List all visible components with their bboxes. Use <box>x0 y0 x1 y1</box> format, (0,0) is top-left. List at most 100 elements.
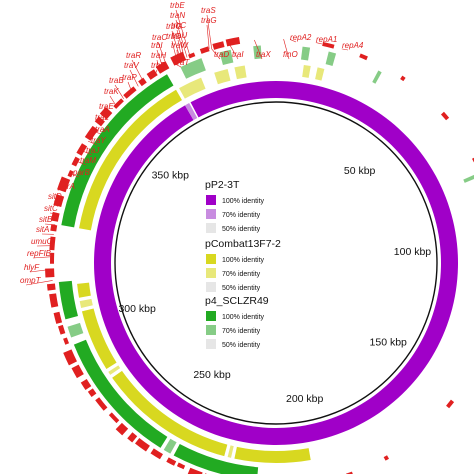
gene-annotation-block <box>53 311 63 324</box>
legend-swatch <box>206 268 216 278</box>
gene-label-trbI: trbI <box>151 41 163 50</box>
gene-leader-line <box>177 39 183 60</box>
gene-leader-line <box>228 43 239 60</box>
gene-annotation-block <box>94 116 105 127</box>
pP2-3T-ring-segment <box>185 103 198 121</box>
gene-annotation-block <box>225 37 241 47</box>
gene-leader-line <box>176 49 179 62</box>
legend-title-pP2-3T: pP2-3T <box>205 179 240 191</box>
gene-label-repFIB: repFIB <box>27 249 52 258</box>
gene-annotation-block <box>63 349 77 366</box>
pCombat13F7-2-segment <box>227 445 234 458</box>
gene-annotation-block <box>176 462 183 468</box>
gene-leader-line <box>315 42 323 45</box>
gene-annotation-block <box>63 337 70 345</box>
gene-annotation-block <box>135 437 150 452</box>
gene-annotation-block <box>80 378 92 391</box>
gene-leader-line <box>109 95 117 107</box>
gene-annotation-block <box>212 41 225 50</box>
gene-annotation-block <box>359 53 368 61</box>
gene-label-ompT: ompT <box>20 276 42 285</box>
gene-label-traL: traL <box>95 113 109 122</box>
gene-leader-line <box>206 24 210 50</box>
gene-label-traS: traS <box>201 6 216 15</box>
gene-label-parA: parA <box>57 182 75 191</box>
legend-item-label: 50% identity <box>222 285 261 292</box>
identity-rings <box>45 37 474 474</box>
gene-annotation-block <box>146 69 158 80</box>
gene-label-traV: traV <box>124 61 139 70</box>
gene-label-repA1: repA1 <box>316 35 337 44</box>
p4-SCLZR49-segment <box>219 49 234 65</box>
pCombat13F7-2-segment <box>234 446 311 464</box>
gene-label-trbG: trbG <box>166 22 182 31</box>
legend-title-p4_SCLZR49: p4_SCLZR49 <box>205 295 269 307</box>
gene-label-repA4: repA4 <box>342 41 364 50</box>
legend-item-label: 50% identity <box>222 342 261 349</box>
kbp-tick-label: 150 kbp <box>370 337 408 349</box>
pCombat13F7-2-segment <box>79 89 182 231</box>
gene-leader-line <box>104 110 108 117</box>
gene-leader-line <box>157 41 168 68</box>
kbp-tick-label: 350 kbp <box>152 169 190 181</box>
gene-label-traN: traN <box>170 11 185 20</box>
gene-annotation-block <box>71 156 80 167</box>
gene-leader-line <box>131 59 144 83</box>
kbp-tick-label: 100 kbp <box>394 246 432 258</box>
gene-label-sitB: sitB <box>39 215 53 224</box>
gene-leader-line <box>156 49 164 70</box>
gene-label-trbE: trbE <box>170 1 185 10</box>
p4-SCLZR49-segment <box>58 280 78 320</box>
gene-label-traW: traW <box>171 41 189 50</box>
gene-leader-line <box>341 48 349 51</box>
gene-annotation-block <box>76 143 88 156</box>
gene-annotation-block <box>346 471 353 474</box>
gene-label-sitA: sitA <box>36 225 49 234</box>
gene-label-traP: traP <box>122 73 137 82</box>
legend-title-pCombat13F7-2: pCombat13F7-2 <box>205 238 281 250</box>
pCombat13F7-2-segment <box>179 77 206 99</box>
gene-label-traU: traU <box>172 31 187 40</box>
gene-annotation-block <box>113 98 124 109</box>
gene-leader-line <box>171 40 178 63</box>
gene-label-traE: traE <box>99 102 114 111</box>
legend-swatch <box>206 209 216 219</box>
legend-swatch <box>206 282 216 292</box>
gene-label-traG: traG <box>201 16 217 25</box>
gene-label-sitD: sitD <box>48 192 62 201</box>
gene-leader-line <box>25 280 53 286</box>
gene-annotation-block <box>150 448 163 460</box>
p4-SCLZR49-segment <box>180 58 206 79</box>
gene-leader-line <box>289 39 297 43</box>
gene-annotation-block <box>53 194 65 208</box>
legend-group-pCombat13F7-2: pCombat13F7-2 100% identity 70% identity… <box>205 238 281 292</box>
gene-leader-line <box>53 200 61 203</box>
p4-SCLZR49-segment <box>463 174 474 183</box>
kbp-tick-label: 250 kbp <box>193 369 231 381</box>
gene-annotation-block <box>400 75 406 82</box>
pCombat13F7-2-segment <box>214 68 231 85</box>
gene-label-hlyF: hlyF <box>24 263 40 272</box>
gene-annotation-block <box>440 111 450 121</box>
legend-group-p4_SCLZR49: p4_SCLZR49 100% identity 70% identity 50… <box>205 295 269 349</box>
p4-SCLZR49-segment <box>372 70 382 84</box>
gene-label-traA: traA <box>95 125 110 134</box>
gene-annotation-block <box>188 52 196 59</box>
pCombat13F7-2-segment <box>81 308 117 369</box>
gene-annotation-block <box>49 293 59 308</box>
gene-annotation-block <box>322 41 335 49</box>
gene-leader-line <box>114 84 124 99</box>
gene-label-finO: finO <box>283 50 298 59</box>
gene-label-traJ: traJ <box>86 146 100 155</box>
gene-label-traB: traB <box>109 76 124 85</box>
gene-leader-line <box>254 39 263 60</box>
legend-swatch <box>206 325 216 335</box>
gene-leader-line <box>283 39 290 60</box>
p4-SCLZR49-segment <box>253 45 262 60</box>
gene-leader-line <box>82 150 93 156</box>
kbp-tick-label: 50 kbp <box>344 165 376 177</box>
legend: pP2-3T 100% identity 70% identity 50% id… <box>205 179 281 349</box>
gene-annotation-block <box>383 455 389 461</box>
gene-leader-line <box>87 140 98 146</box>
